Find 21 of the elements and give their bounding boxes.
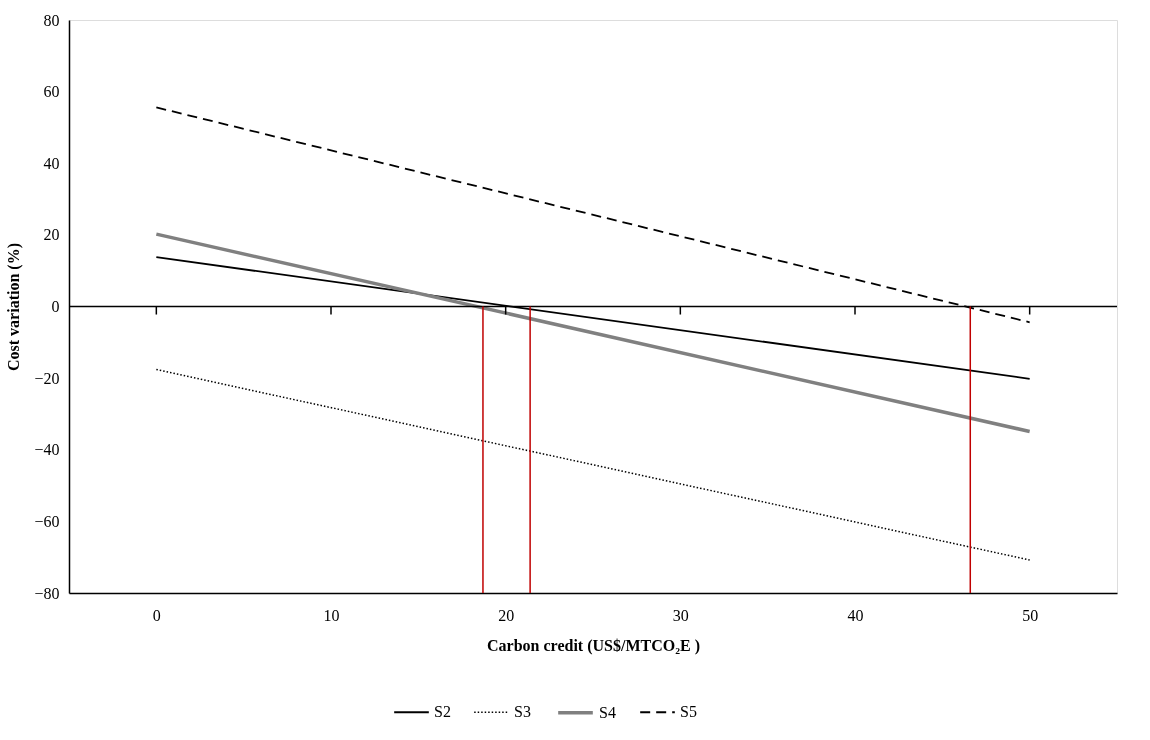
y-tick-label: −80 <box>34 584 60 602</box>
x-tick-label: 30 <box>672 606 689 624</box>
y-tick-label: 20 <box>43 226 60 244</box>
x-tick-label: 40 <box>847 606 864 624</box>
legend-label: S3 <box>514 703 531 721</box>
y-tick-label: 60 <box>43 83 60 101</box>
x-axis-title: Carbon credit (US$/MTCO₂E ) <box>487 636 700 655</box>
x-tick-label: 10 <box>323 606 340 624</box>
y-tick-label: 80 <box>43 11 60 29</box>
legend-label: S4 <box>599 703 616 721</box>
y-tick-label: −60 <box>34 512 60 530</box>
x-tick-label: 50 <box>1022 606 1039 624</box>
y-axis-title: Cost variation (%) <box>5 243 24 371</box>
x-tick-label: 0 <box>152 606 161 624</box>
y-tick-label: −40 <box>34 441 60 459</box>
y-tick-label: −20 <box>34 369 60 387</box>
y-tick-label: 0 <box>51 298 60 315</box>
y-tick-label: 40 <box>43 154 60 172</box>
x-tick-label: 20 <box>498 606 515 624</box>
legend-label: S2 <box>434 703 451 721</box>
legend-label: S5 <box>680 703 697 721</box>
